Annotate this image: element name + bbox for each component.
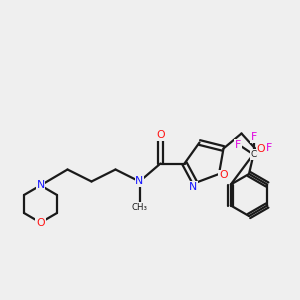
- Text: O: O: [36, 218, 45, 228]
- Text: O: O: [156, 130, 165, 140]
- Text: F: F: [266, 142, 272, 153]
- Text: O: O: [219, 170, 227, 181]
- Text: N: N: [135, 176, 144, 186]
- Text: F: F: [250, 132, 256, 142]
- Text: CH₃: CH₃: [131, 203, 148, 212]
- Text: N: N: [189, 182, 198, 192]
- Text: N: N: [36, 180, 45, 190]
- Text: F: F: [235, 140, 241, 150]
- Text: O: O: [257, 143, 265, 154]
- Text: C: C: [250, 150, 256, 159]
